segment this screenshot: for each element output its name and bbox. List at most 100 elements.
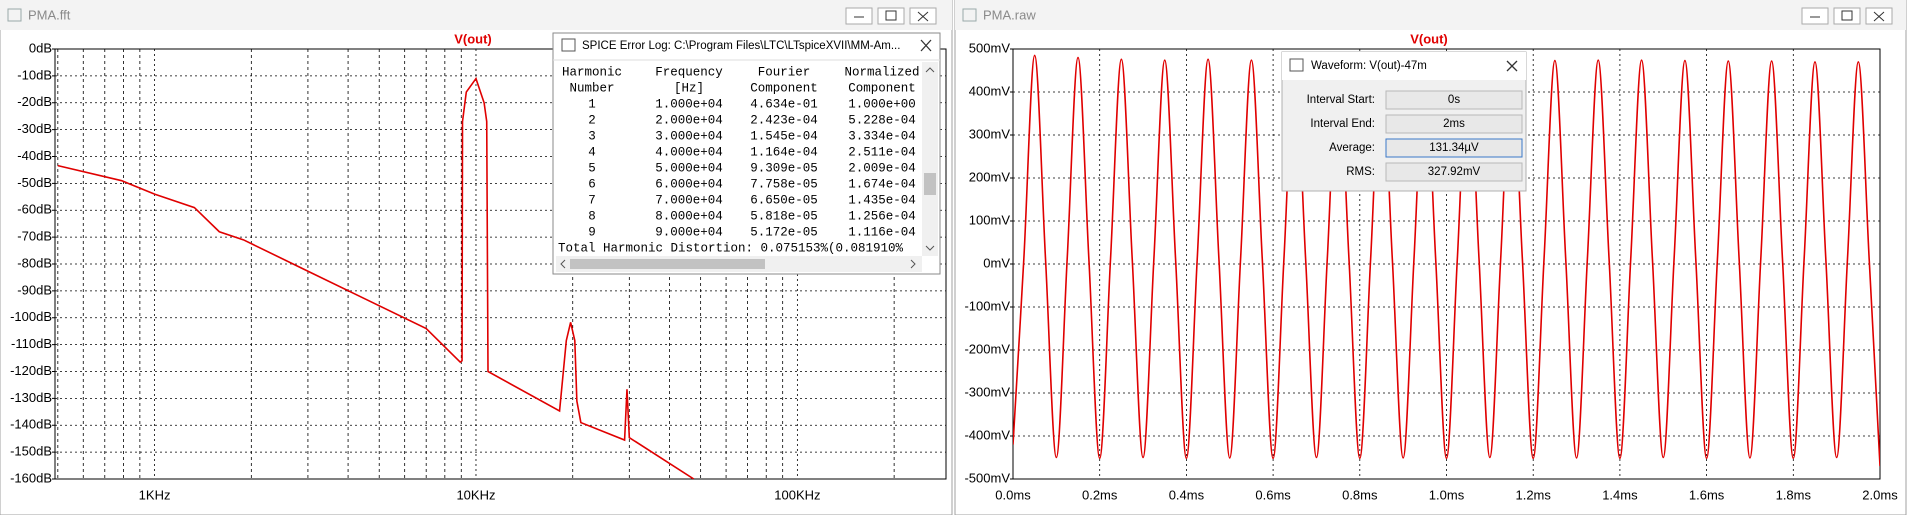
plot: V(out) 0dB -10dB -20dB -30dB -40dB -50dB -60dB -… xyxy=(10,31,947,502)
x-tick-label: 0.4ms xyxy=(1169,487,1205,502)
window-buttons[interactable] xyxy=(1801,7,1893,25)
y-tick-label: -130dB xyxy=(10,390,52,405)
table-header: Component xyxy=(848,81,916,95)
y-tick-label: -90dB xyxy=(17,282,52,297)
table-cell: 1.674e-04 xyxy=(848,177,916,191)
dialog-icon xyxy=(561,38,576,52)
window-icon xyxy=(7,8,22,22)
x-tick-label: 1.4ms xyxy=(1602,487,1638,502)
table-cell: 5.172e-05 xyxy=(750,225,818,239)
table-cell: 8.000e+04 xyxy=(655,209,723,223)
window-buttons[interactable] xyxy=(845,7,937,25)
chart-title: V(out) xyxy=(1410,31,1448,46)
field-box xyxy=(1385,114,1523,134)
window-title: PMA.raw xyxy=(983,7,1036,22)
dialog-frame xyxy=(552,32,941,275)
y-tick-label: -300mV xyxy=(964,384,1010,399)
table-header: Fourier xyxy=(758,65,811,79)
y-tick-label: -100dB xyxy=(10,309,52,324)
x-tick-label: 1.0ms xyxy=(1429,487,1465,502)
plot: V(out) 500mV 400mV 300mV 200mV 100mV 0mV -100mV… xyxy=(964,31,1898,502)
field-value: 327.92mV xyxy=(1428,166,1481,178)
y-tick-label: -70dB xyxy=(17,229,52,244)
table-cell: 6.650e-05 xyxy=(750,193,818,207)
y-tick-label: -20dB xyxy=(17,94,52,109)
minimize-button[interactable] xyxy=(845,7,873,25)
x-tick-label: 1.8ms xyxy=(1776,487,1812,502)
x-tick-label: 100KHz xyxy=(774,487,820,502)
vertical-scrollbar[interactable] xyxy=(922,62,938,256)
table-cell: 1.435e-04 xyxy=(848,193,916,207)
dialog-icon xyxy=(1289,58,1304,72)
table-cell: 1.116e-04 xyxy=(848,225,916,239)
table-cell: 4.634e-01 xyxy=(750,97,818,111)
plots: V(out) 0dB -10dB -20dB -30dB -40dB -50dB -60dB -… xyxy=(10,31,1898,502)
y-tick-label: -160dB xyxy=(10,470,52,485)
table-cell: 2 xyxy=(588,113,596,127)
window-title: PMA.fft xyxy=(28,7,71,22)
table-cell: 1.164e-04 xyxy=(750,145,818,159)
scroll-thumb[interactable] xyxy=(924,173,936,195)
table-cell: 1.000e+00 xyxy=(848,97,916,111)
y-tick-label: -10dB xyxy=(17,67,52,82)
x-tick-label: 2.0ms xyxy=(1862,487,1898,502)
minimize-button[interactable] xyxy=(1801,7,1829,25)
trace xyxy=(1013,54,1880,467)
close-button[interactable] xyxy=(1506,60,1518,72)
title-bar xyxy=(0,0,952,30)
table-cell: 9 xyxy=(588,225,596,239)
y-tick-label: -80dB xyxy=(17,255,52,270)
y-tick-label: -120dB xyxy=(10,363,52,378)
table-cell: 7.758e-05 xyxy=(750,177,818,191)
table-cell: 2.511e-04 xyxy=(848,145,916,159)
close-button[interactable] xyxy=(920,39,932,52)
table-header: [Hz] xyxy=(674,81,704,95)
table-header: Frequency xyxy=(655,65,723,79)
table-cell: 1.000e+04 xyxy=(655,97,723,111)
y-tick-label: -110dB xyxy=(11,336,52,351)
table-cell: 4.000e+04 xyxy=(655,145,723,159)
maximize-button[interactable] xyxy=(877,7,905,25)
y-tick-label: 0dB xyxy=(29,40,52,55)
y-tick-label: 0mV xyxy=(983,255,1010,270)
table-footer: Total Harmonic Distortion: 0.075153%(0.0… xyxy=(558,241,904,255)
y-tick-label: -400mV xyxy=(964,427,1010,442)
x-tick-label: 1.2ms xyxy=(1515,487,1551,502)
y-tick-label: -40dB xyxy=(17,148,52,163)
dialog-title: SPICE Error Log: C:\Program Files\LTC\LT… xyxy=(582,40,900,52)
table-cell: 5.228e-04 xyxy=(848,113,916,127)
y-tick-label: -100mV xyxy=(964,298,1010,313)
plot-frame xyxy=(54,48,947,480)
x-tick-label: 0.0ms xyxy=(995,487,1031,502)
y-tick-label: -500mV xyxy=(964,470,1010,485)
y-tick-label: 500mV xyxy=(969,40,1011,55)
field-box xyxy=(1385,162,1523,182)
table-cell: 2.423e-04 xyxy=(750,113,818,127)
table-header: Component xyxy=(750,81,818,95)
table-cell: 5 xyxy=(588,161,596,175)
title-bar xyxy=(955,0,1906,30)
log-table: Harmonic Number Frequency [Hz] Fourier Compon… xyxy=(558,65,920,255)
table-cell: 4 xyxy=(588,145,596,159)
x-tick-label: 10KHz xyxy=(456,487,495,502)
field-label: Interval End: xyxy=(1310,118,1375,130)
table-cell: 9.000e+04 xyxy=(655,225,723,239)
y-tick-label: -140dB xyxy=(10,417,52,432)
dialog-title: Waveform: V(out)-47m xyxy=(1311,60,1427,72)
window-icon xyxy=(962,8,977,22)
table-header: Normalized xyxy=(844,65,919,79)
y-tick-label: -60dB xyxy=(17,202,52,217)
field-label: RMS: xyxy=(1346,166,1375,178)
maximize-button[interactable] xyxy=(1833,7,1861,25)
x-tick-label: 1.6ms xyxy=(1689,487,1725,502)
y-tick-label: -150dB xyxy=(10,444,52,459)
table-cell: 1.256e-04 xyxy=(848,209,916,223)
table-cell: 2.000e+04 xyxy=(655,113,723,127)
field-value: 0s xyxy=(1448,94,1460,106)
y-tick-label: -30dB xyxy=(17,121,52,136)
scroll-thumb[interactable] xyxy=(570,259,765,269)
field-value: 2ms xyxy=(1443,118,1465,130)
table-cell: 7.000e+04 xyxy=(655,193,723,207)
field-label: Interval Start: xyxy=(1307,94,1375,106)
